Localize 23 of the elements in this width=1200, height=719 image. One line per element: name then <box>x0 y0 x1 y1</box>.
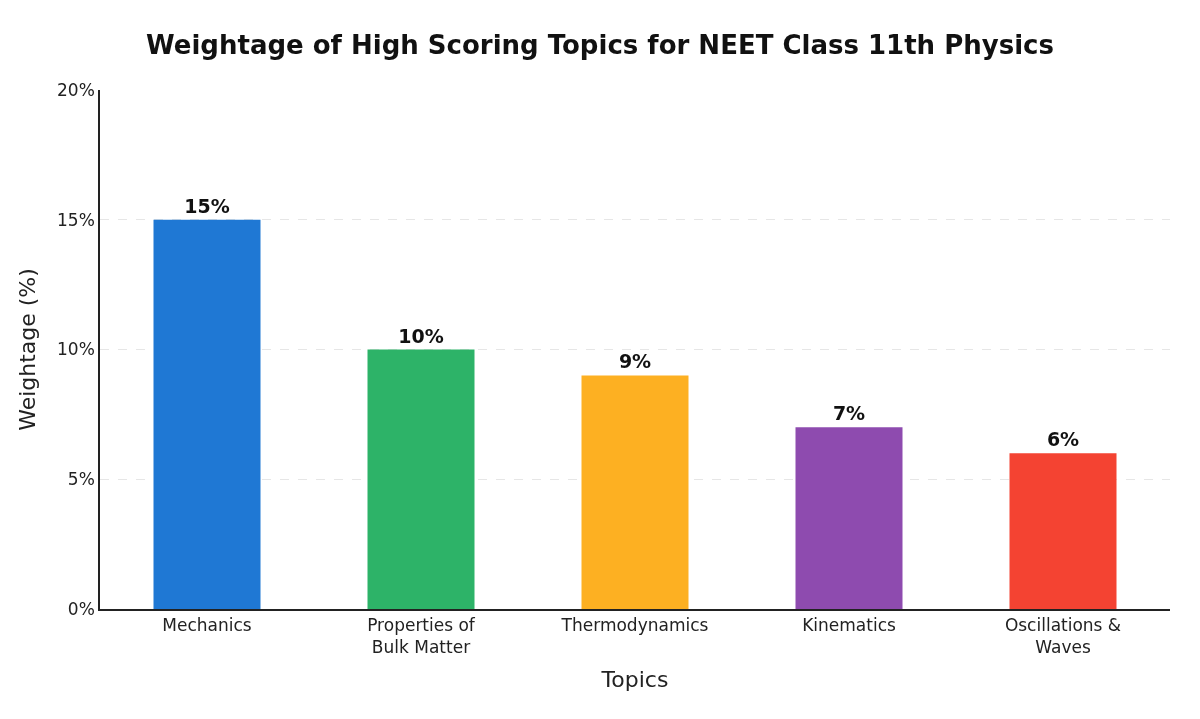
bar <box>581 375 689 609</box>
data-label: 10% <box>398 324 444 347</box>
data-label: 6% <box>1046 428 1080 451</box>
y-tick-label: 0% <box>67 598 95 619</box>
data-label: 7% <box>832 402 866 425</box>
data-label: 9% <box>618 350 652 373</box>
x-tick-label: Oscillations & Waves <box>1004 615 1122 658</box>
x-tick-label: Thermodynamics <box>560 615 709 636</box>
y-tick-label: 5% <box>67 469 95 490</box>
y-tick-label: 15% <box>57 209 95 230</box>
bar <box>795 427 903 609</box>
x-axis-title: Topics <box>600 666 669 692</box>
y-tick-label: 10% <box>57 339 95 360</box>
y-tick-label: 20% <box>57 79 95 100</box>
x-tick-label: Kinematics <box>802 615 896 636</box>
x-tick-label: Properties of Bulk Matter <box>367 615 476 658</box>
chart-title: Weightage of High Scoring Topics for NEET Class 11th Physics <box>146 30 1054 61</box>
bar <box>1009 453 1117 609</box>
y-axis-title: Weightage (%) <box>15 268 41 431</box>
data-label: 15% <box>184 194 230 217</box>
x-tick-label: Mechanics <box>162 615 252 636</box>
bar <box>153 219 261 609</box>
bar <box>367 349 475 609</box>
